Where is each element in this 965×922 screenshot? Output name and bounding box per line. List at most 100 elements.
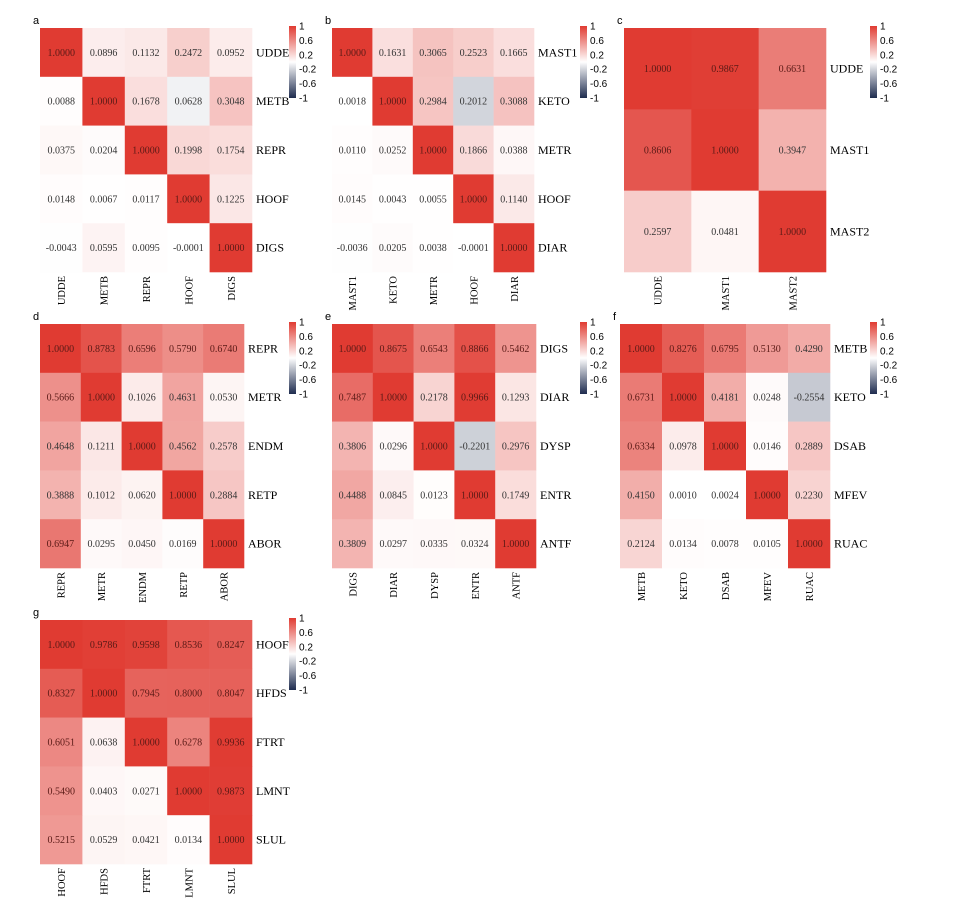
heatmap-panel-g: g 1.0000 0.9786 0.9598 0.8536 0.8247 0.8327 1.0… xyxy=(33,607,317,898)
heatmap-cell xyxy=(332,470,374,520)
heatmap-cell xyxy=(209,766,253,816)
cell-value-label: 0.0638 xyxy=(90,738,118,749)
heatmap-cell xyxy=(662,421,705,471)
row-label: METB xyxy=(834,341,867,355)
column-label: HFDS xyxy=(100,868,111,895)
colorbar-tick-label: 0.2 xyxy=(299,50,313,61)
row-label: HFDS xyxy=(256,686,287,700)
heatmap-cell xyxy=(40,125,83,175)
colorbar-tick-label: -0.2 xyxy=(880,65,898,76)
cell-value-label: 0.1012 xyxy=(87,490,115,501)
heatmap-cell xyxy=(495,470,537,520)
heatmap-panel-e: e 1.0000 0.8675 0.6543 0.8866 0.5462 0.7487 1.0… xyxy=(325,311,608,599)
colorbar-tick-label: 1 xyxy=(880,318,886,329)
heatmap-cell xyxy=(82,717,126,767)
column-label: METR xyxy=(97,572,108,601)
heatmap-cell xyxy=(704,519,747,569)
cell-value-label: 0.0123 xyxy=(420,490,448,501)
heatmap-cell xyxy=(332,125,373,175)
heatmap-cell xyxy=(493,223,535,273)
heatmap-cell xyxy=(80,324,122,374)
cell-value-label: 1.0000 xyxy=(502,539,530,550)
heatmap-cell xyxy=(691,109,759,191)
cell-value-label: 0.0088 xyxy=(47,97,75,108)
cell-value-label: 1.0000 xyxy=(47,344,75,355)
cell-value-label: 1.0000 xyxy=(753,490,781,501)
cell-value-label: 0.7945 xyxy=(132,689,160,700)
heatmap-cell xyxy=(372,174,414,224)
cell-value-label: 1.0000 xyxy=(210,539,238,550)
cell-value-label: -0.2554 xyxy=(794,393,825,404)
cell-value-label: 0.6543 xyxy=(420,344,448,355)
panel-letter: b xyxy=(325,15,331,27)
cell-value-label: 0.0529 xyxy=(90,835,118,846)
colorbar-tick-label: 0.6 xyxy=(299,628,313,639)
cell-value-label: 0.5130 xyxy=(753,344,781,355)
heatmap-cell xyxy=(203,324,245,374)
heatmap-cell xyxy=(412,28,454,78)
heatmap-cell xyxy=(209,28,253,78)
cell-value-label: 0.6051 xyxy=(47,738,75,749)
heatmap-cell xyxy=(124,668,168,718)
colorbar-tick-label: 0.6 xyxy=(590,332,604,343)
row-label: DSAB xyxy=(834,439,866,453)
cell-value-label: 0.1211 xyxy=(88,442,115,453)
cell-value-label: 1.0000 xyxy=(90,97,118,108)
cell-value-label: 0.2884 xyxy=(210,490,238,501)
heatmap-cell xyxy=(124,76,168,126)
heatmap-panel-a: a 1.0000 0.0896 0.1132 0.2472 0.0952 0.0088 1.0… xyxy=(33,15,317,305)
cell-value-label: 1.0000 xyxy=(132,146,160,157)
cell-value-label: 0.0043 xyxy=(379,194,407,205)
cell-value-label: 1.0000 xyxy=(175,194,203,205)
panel-letter: g xyxy=(33,607,39,619)
heatmap-cell xyxy=(662,470,705,520)
heatmap-cell xyxy=(121,324,163,374)
cell-value-label: 1.0000 xyxy=(627,344,655,355)
column-label: MAST2 xyxy=(788,276,799,310)
heatmap-cell xyxy=(413,421,455,471)
heatmap-cell xyxy=(662,372,705,422)
heatmap-panel-f: f 1.0000 0.8276 0.6795 0.5130 0.4290 0.6731 1.0… xyxy=(613,311,898,601)
cell-value-label: 1.0000 xyxy=(169,490,197,501)
colorbar-tick-label: -1 xyxy=(880,94,889,105)
heatmap-panel-c: c 1.0000 0.9867 0.6631 0.8606 1.0000 0.3947 0.2… xyxy=(617,15,898,310)
row-label: LMNT xyxy=(256,784,291,798)
row-label: UDDE xyxy=(830,62,863,76)
heatmap-cell xyxy=(209,620,253,670)
column-label: METB xyxy=(637,572,648,601)
heatmap-cell xyxy=(203,421,245,471)
colorbar-tick-label: 1 xyxy=(880,22,886,33)
colorbar-tick-label: 0.6 xyxy=(299,36,313,47)
cell-value-label: 0.0628 xyxy=(175,97,203,108)
heatmap-cell xyxy=(704,470,747,520)
colorbar-tick-label: -0.6 xyxy=(299,375,317,386)
heatmap-cell xyxy=(124,717,168,767)
heatmap-cell xyxy=(332,28,373,78)
heatmap-cell xyxy=(332,519,374,569)
cell-value-label: 0.2578 xyxy=(210,442,238,453)
cell-value-label: 0.0117 xyxy=(132,194,159,205)
row-label: SLUL xyxy=(256,833,286,847)
heatmap-cell xyxy=(162,324,204,374)
heatmap-cell xyxy=(124,174,168,224)
panel-letter: c xyxy=(617,15,623,27)
cell-value-label: 1.0000 xyxy=(460,194,488,205)
heatmap-cell xyxy=(746,324,789,374)
panel-letter: a xyxy=(33,15,40,27)
cell-value-label: 0.6596 xyxy=(128,344,156,355)
heatmap-cell xyxy=(82,668,126,718)
colorbar-tick-label: -1 xyxy=(590,94,599,105)
colorbar xyxy=(289,618,296,690)
colorbar-tick-label: -0.2 xyxy=(880,361,898,372)
heatmap-cell xyxy=(82,174,126,224)
heatmap-cell xyxy=(746,372,789,422)
row-label: DIGS xyxy=(540,341,568,355)
row-label: HOOF xyxy=(538,192,571,206)
colorbar-tick-label: 0.6 xyxy=(299,332,313,343)
cell-value-label: 0.0105 xyxy=(753,539,781,550)
colorbar-tick-label: -1 xyxy=(880,390,889,401)
heatmap-cell xyxy=(453,76,494,126)
heatmap-cell xyxy=(704,324,747,374)
heatmap-cell xyxy=(624,109,692,191)
row-label: DIAR xyxy=(540,390,569,404)
